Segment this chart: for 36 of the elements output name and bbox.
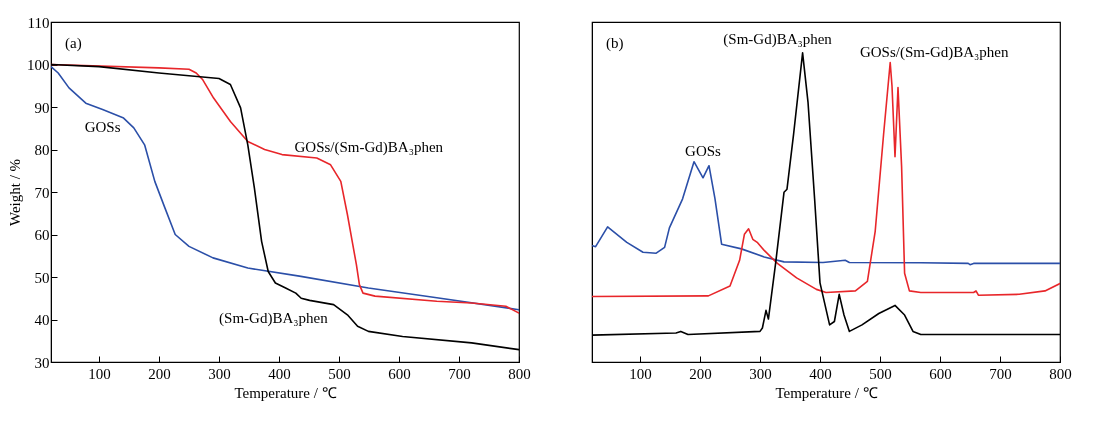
x-tick-label: 500 <box>328 365 351 382</box>
y-tick-label: 50 <box>34 269 50 286</box>
x-tick-label: 100 <box>88 365 111 382</box>
x-tick-label: 200 <box>689 365 712 382</box>
annotation: (a) <box>65 35 82 52</box>
text: (b) <box>606 35 624 52</box>
y-tick-label: 60 <box>34 227 50 243</box>
y-tick-label: 110 <box>27 14 50 31</box>
series-label: (Sm-Gd)BA₃phen <box>219 309 329 327</box>
series-label: GOSs <box>685 142 722 159</box>
x-tick-label: 300 <box>749 365 772 382</box>
x-tick-label: 700 <box>989 365 1012 382</box>
text: GOSs/(Sm-Gd)BA₃phen <box>859 44 1009 62</box>
y-tick-label: 70 <box>34 184 50 201</box>
x-tick-label: 400 <box>268 365 291 382</box>
y-tick-label: 30 <box>34 354 50 371</box>
y-tick-label: 40 <box>34 312 50 328</box>
x-tick-label: 400 <box>809 365 832 382</box>
x-tick-label: 600 <box>929 365 952 382</box>
series-label: GOSs/(Sm-Gd)BA₃phen <box>294 139 444 156</box>
y-tick-label: 80 <box>34 142 50 158</box>
x-axis-title: Temperature / ℃ <box>775 384 878 401</box>
x-tick-label: 100 <box>629 365 652 382</box>
x-tick-label: 300 <box>208 365 231 382</box>
series-label: GOSs <box>84 118 121 135</box>
y-tick-label: 90 <box>34 99 50 116</box>
x-tick-label: 800 <box>508 365 531 382</box>
x-tick-label: 600 <box>388 365 411 382</box>
x-tick-label: 700 <box>448 365 471 382</box>
x-axis-title: Temperature / ℃ <box>234 384 337 401</box>
series-label: (Sm-Gd)BA₃phen <box>723 30 833 48</box>
y-axis-title: Weight / % <box>7 158 23 227</box>
x-tick-label: 200 <box>148 365 171 382</box>
y-tick-label: 100 <box>27 57 50 73</box>
x-tick-label: 800 <box>1049 365 1072 382</box>
x-tick-label: 500 <box>869 365 892 382</box>
